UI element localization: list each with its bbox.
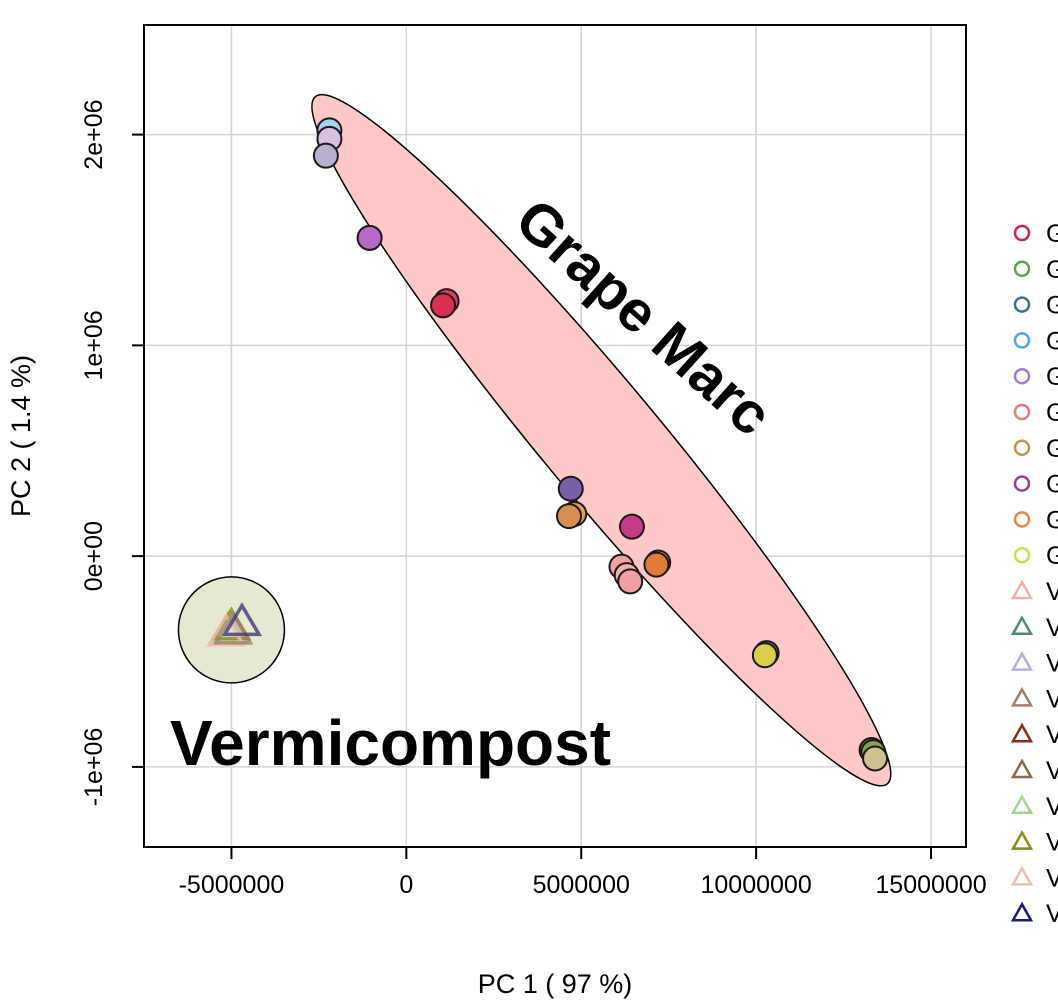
legend-label-17: V (1046, 829, 1058, 857)
legend-marker-1 (1013, 260, 1031, 278)
y-tick-label-1: 0e+00 (80, 521, 108, 591)
legend-label-8: G (1046, 506, 1058, 534)
legend-label-16: V (1046, 793, 1058, 821)
legend-label-1: G (1046, 256, 1058, 284)
data-point-circle-14 (617, 568, 644, 595)
legend-marker-3 (1013, 332, 1031, 349)
legend-label-15: V (1046, 757, 1058, 785)
data-point-circle-16 (751, 642, 778, 669)
data-point-triangle-3 (206, 612, 247, 647)
data-point-circle-5 (430, 292, 457, 319)
x-axis-title: PC 1 ( 97 %) (478, 969, 633, 999)
legend-marker-17 (1010, 830, 1034, 850)
legend-label-18: V (1046, 864, 1058, 892)
legend-marker-19 (1010, 901, 1034, 922)
y-axis-title: PC 2 ( 1.4 %) (6, 355, 36, 517)
legend-marker-6 (1013, 439, 1031, 457)
legend-label-13: V (1046, 685, 1058, 713)
legend-marker-5 (1013, 403, 1031, 421)
legend-marker-15 (1010, 758, 1034, 779)
legend-marker-12 (1010, 651, 1034, 671)
legend-marker-18 (1010, 865, 1034, 886)
group-ellipses (177, 93, 892, 787)
legend-label-6: G (1046, 435, 1058, 463)
y-tick-label-0: -1e+06 (80, 728, 108, 807)
data-point-circle-8 (555, 503, 582, 530)
annotation-vermicompost: Vermicompost (170, 707, 611, 779)
x-tick-label-1: 0 (399, 871, 413, 899)
x-tick-label-0: -5000000 (179, 871, 285, 899)
legend-label-19: V (1046, 900, 1058, 928)
legend-marker-13 (1010, 686, 1034, 707)
data-point-triangle-4 (213, 610, 254, 645)
plot-frame (143, 24, 967, 848)
y-tick-label-3: 2e+06 (80, 99, 108, 169)
data-points (206, 117, 889, 772)
axes: -5000000 0 5000000 10000000 15000000 -1e+06 0e… (80, 99, 987, 899)
legend-label-9: G (1046, 542, 1058, 570)
legend-marker-2 (1013, 296, 1031, 313)
legend-marker-10 (1010, 579, 1034, 600)
legend-marker-8 (1013, 511, 1031, 528)
legend-label-7: G (1046, 471, 1058, 499)
legend-label-14: V (1046, 721, 1058, 749)
data-point-circle-3 (356, 224, 383, 251)
x-tick-label-2: 5000000 (533, 871, 630, 899)
legend-label-2: G (1046, 292, 1058, 320)
legend-label-10: V (1046, 578, 1058, 606)
data-point-circle-9 (618, 513, 645, 540)
legend-label-4: G (1046, 363, 1058, 391)
legend-label-11: V (1046, 614, 1058, 642)
data-point-circle-2 (312, 142, 339, 169)
data-point-triangle-5 (221, 602, 263, 637)
ellipse-grape-marc (311, 93, 892, 787)
legend-marker-7 (1013, 475, 1031, 492)
legend-label-12: V (1046, 650, 1058, 678)
legend-marker-14 (1010, 722, 1034, 743)
legend-label-0: G (1046, 220, 1058, 248)
legend-marker-11 (1010, 615, 1034, 636)
y-tick-label-2: 1e+06 (80, 310, 108, 380)
x-tick-label-4: 15000000 (875, 871, 986, 899)
legend-label-5: G (1046, 399, 1058, 427)
legend-label-3: G (1046, 327, 1058, 355)
x-tick-label-3: 10000000 (701, 871, 812, 899)
data-point-circle-11 (643, 551, 670, 578)
legend-marker-9 (1013, 546, 1031, 564)
data-point-circle-19 (862, 745, 889, 772)
data-point-circle-6 (557, 475, 584, 502)
ellipse-vermicompost (177, 576, 286, 684)
legend-marker-16 (1010, 794, 1034, 815)
legend-marker-4 (1013, 367, 1031, 385)
legend-marker-0 (1013, 224, 1031, 242)
